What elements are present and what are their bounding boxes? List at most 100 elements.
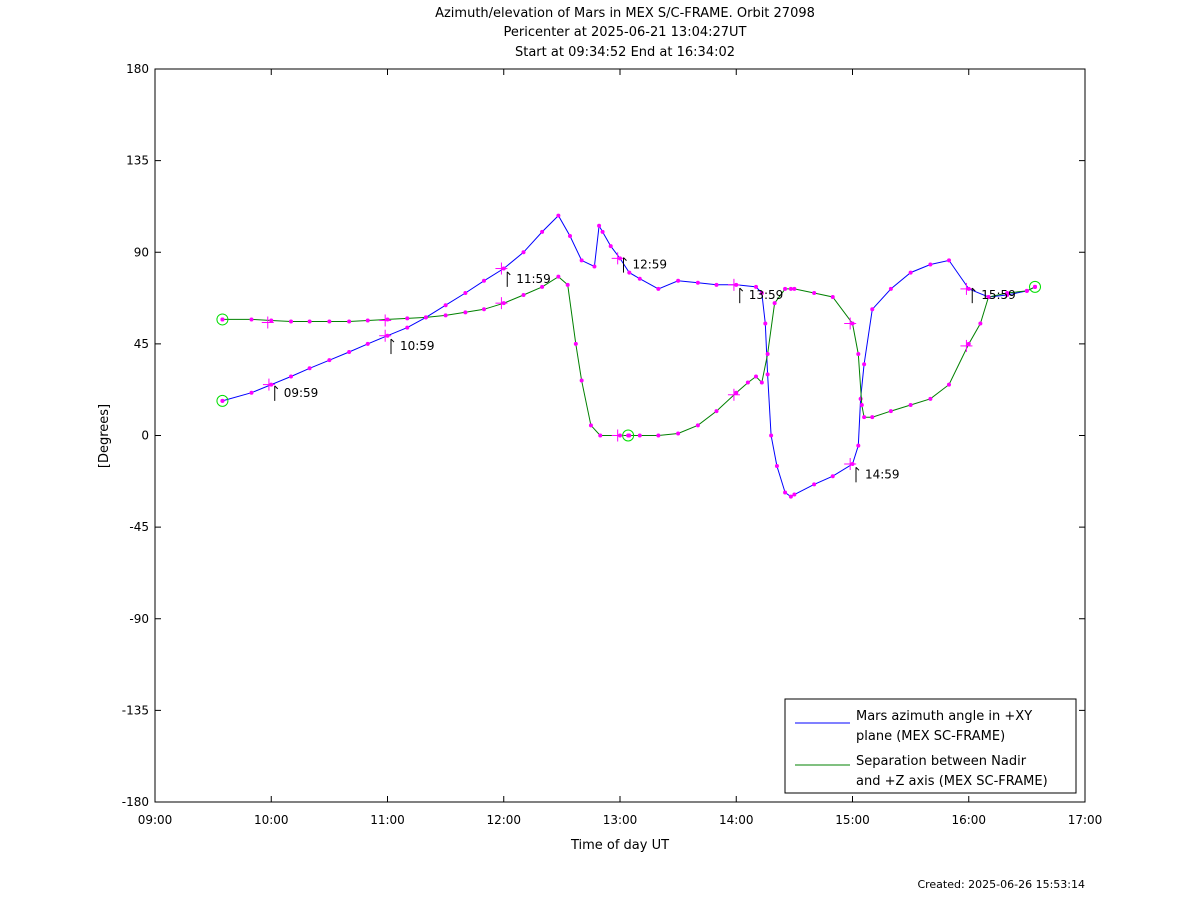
series-1-point-11 xyxy=(443,313,448,318)
x-tick-label-7: 16:00 xyxy=(951,813,986,827)
series-0-point-39 xyxy=(788,494,793,499)
time-annotation-label-2: 11:59 xyxy=(516,272,551,286)
series-1-point-32 xyxy=(754,374,759,379)
series-0-point-50 xyxy=(928,262,933,267)
plus-marker-6 xyxy=(611,429,624,442)
time-annotation-label-1: 10:59 xyxy=(400,339,435,353)
series-1-point-16 xyxy=(540,284,545,289)
y-tick-label-1: 135 xyxy=(126,154,149,168)
series-1-point-29 xyxy=(714,409,719,414)
y-axis-ticks: 180 135 90 45 0 -45 -90 -135 -180 xyxy=(122,62,1085,809)
y-tick-label-3: 45 xyxy=(134,337,149,351)
marker-layer xyxy=(216,252,1042,471)
series-1-point-33 xyxy=(759,380,764,385)
series-1-point-19 xyxy=(573,341,578,346)
time-annotation-label-3: 12:59 xyxy=(632,258,667,272)
series-0-point-19 xyxy=(579,258,584,263)
series-1-point-37 xyxy=(788,286,793,291)
series-0-point-45 xyxy=(858,396,863,401)
series-1-point-22 xyxy=(598,433,603,438)
plus-marker-8 xyxy=(727,388,740,401)
y-tick-label-4: 0 xyxy=(141,429,149,443)
plus-marker-13 xyxy=(960,282,973,295)
series-0-point-12 xyxy=(463,290,468,295)
y-tick-label-5: -45 xyxy=(129,520,149,534)
series-0-point-38 xyxy=(783,490,788,495)
legend-label-azimuth-2: plane (MEX SC-FRAME) xyxy=(856,729,1005,744)
series-1-point-48 xyxy=(928,396,933,401)
y-tick-label-0: 180 xyxy=(126,62,149,76)
legend-label-separation-1: Separation between Nadir xyxy=(856,754,1027,769)
time-annotation-6: 15:59 xyxy=(971,287,1016,304)
series-1-point-5 xyxy=(327,319,332,324)
plus-marker-9 xyxy=(727,278,740,291)
series-0-point-18 xyxy=(568,233,573,238)
series-1-point-42 xyxy=(856,352,861,357)
series-0-point-11 xyxy=(443,303,448,308)
plus-marker-2 xyxy=(495,297,508,310)
plus-marker-4 xyxy=(379,329,392,342)
series-line-1 xyxy=(222,276,1036,436)
series-0-point-44 xyxy=(856,443,861,448)
time-annotation-label-6: 15:59 xyxy=(981,288,1016,302)
series-0-point-47 xyxy=(870,307,875,312)
series-0-point-21 xyxy=(597,223,602,228)
time-annotation-2: 11:59 xyxy=(506,271,551,287)
series-1-point-39 xyxy=(812,290,817,295)
series-0-point-27 xyxy=(656,286,661,291)
circle-marker-3 xyxy=(1029,280,1042,293)
series-0-point-25 xyxy=(627,270,632,275)
series-1-point-13 xyxy=(481,307,486,312)
series-1-point-9 xyxy=(405,316,410,321)
series-1-point-25 xyxy=(637,433,642,438)
series-0-point-30 xyxy=(714,282,719,287)
series-1-point-40 xyxy=(830,295,835,300)
x-tick-label-4: 13:00 xyxy=(603,813,638,827)
series-0-point-3 xyxy=(289,374,294,379)
series-0-point-4 xyxy=(307,366,312,371)
chart-title: Azimuth/elevation of Mars in MEX S/C-FRA… xyxy=(435,6,815,60)
series-1-point-45 xyxy=(870,415,875,420)
series-1-point-21 xyxy=(588,423,593,428)
series-1-point-35 xyxy=(772,301,777,306)
x-tick-label-5: 14:00 xyxy=(719,813,754,827)
series-0-point-34 xyxy=(763,321,768,326)
x-tick-label-3: 12:00 xyxy=(486,813,521,827)
plus-marker-12 xyxy=(960,339,973,352)
series-1-point-54 xyxy=(1024,288,1029,293)
series-1-point-50 xyxy=(966,341,971,346)
series-1-point-46 xyxy=(888,409,893,414)
series-0-point-20 xyxy=(592,264,597,269)
y-tick-label-2: 90 xyxy=(134,245,149,259)
y-tick-label-8: -180 xyxy=(122,795,149,809)
series-0-point-51 xyxy=(946,258,951,263)
time-annotation-3: 12:59 xyxy=(622,257,667,273)
x-tick-label-6: 15:00 xyxy=(835,813,870,827)
legend: Mars azimuth angle in +XY plane (MEX SC-… xyxy=(784,698,1077,794)
time-annotation-label-4: 13:59 xyxy=(749,288,784,302)
plus-marker-1 xyxy=(379,314,392,327)
series-1-point-31 xyxy=(745,380,750,385)
plus-marker-11 xyxy=(844,458,857,471)
series-0-point-26 xyxy=(637,276,642,281)
series-0-point-41 xyxy=(812,482,817,487)
circle-marker-0 xyxy=(216,313,229,326)
series-1-point-27 xyxy=(676,431,681,436)
series-1-point-38 xyxy=(792,286,797,291)
series-1-point-3 xyxy=(289,319,294,324)
time-annotation-5: 14:59 xyxy=(855,466,900,483)
series-0-point-33 xyxy=(759,290,764,295)
series-0-point-15 xyxy=(521,250,526,255)
time-annotation-1: 10:59 xyxy=(390,338,435,355)
series-1-point-2 xyxy=(269,318,274,323)
legend-label-separation-2: and +Z axis (MEX SC-FRAME) xyxy=(856,774,1048,789)
title-line-3: Start at 09:34:52 End at 16:34:02 xyxy=(515,45,735,60)
series-1-point-43 xyxy=(859,402,864,407)
series-1-point-10 xyxy=(423,315,428,320)
series-1-point-34 xyxy=(765,352,770,357)
series-layer xyxy=(220,213,1038,499)
series-0-point-46 xyxy=(862,362,867,367)
y-tick-label-7: -135 xyxy=(122,703,149,717)
created-timestamp: Created: 2025-06-26 15:53:14 xyxy=(917,878,1085,891)
